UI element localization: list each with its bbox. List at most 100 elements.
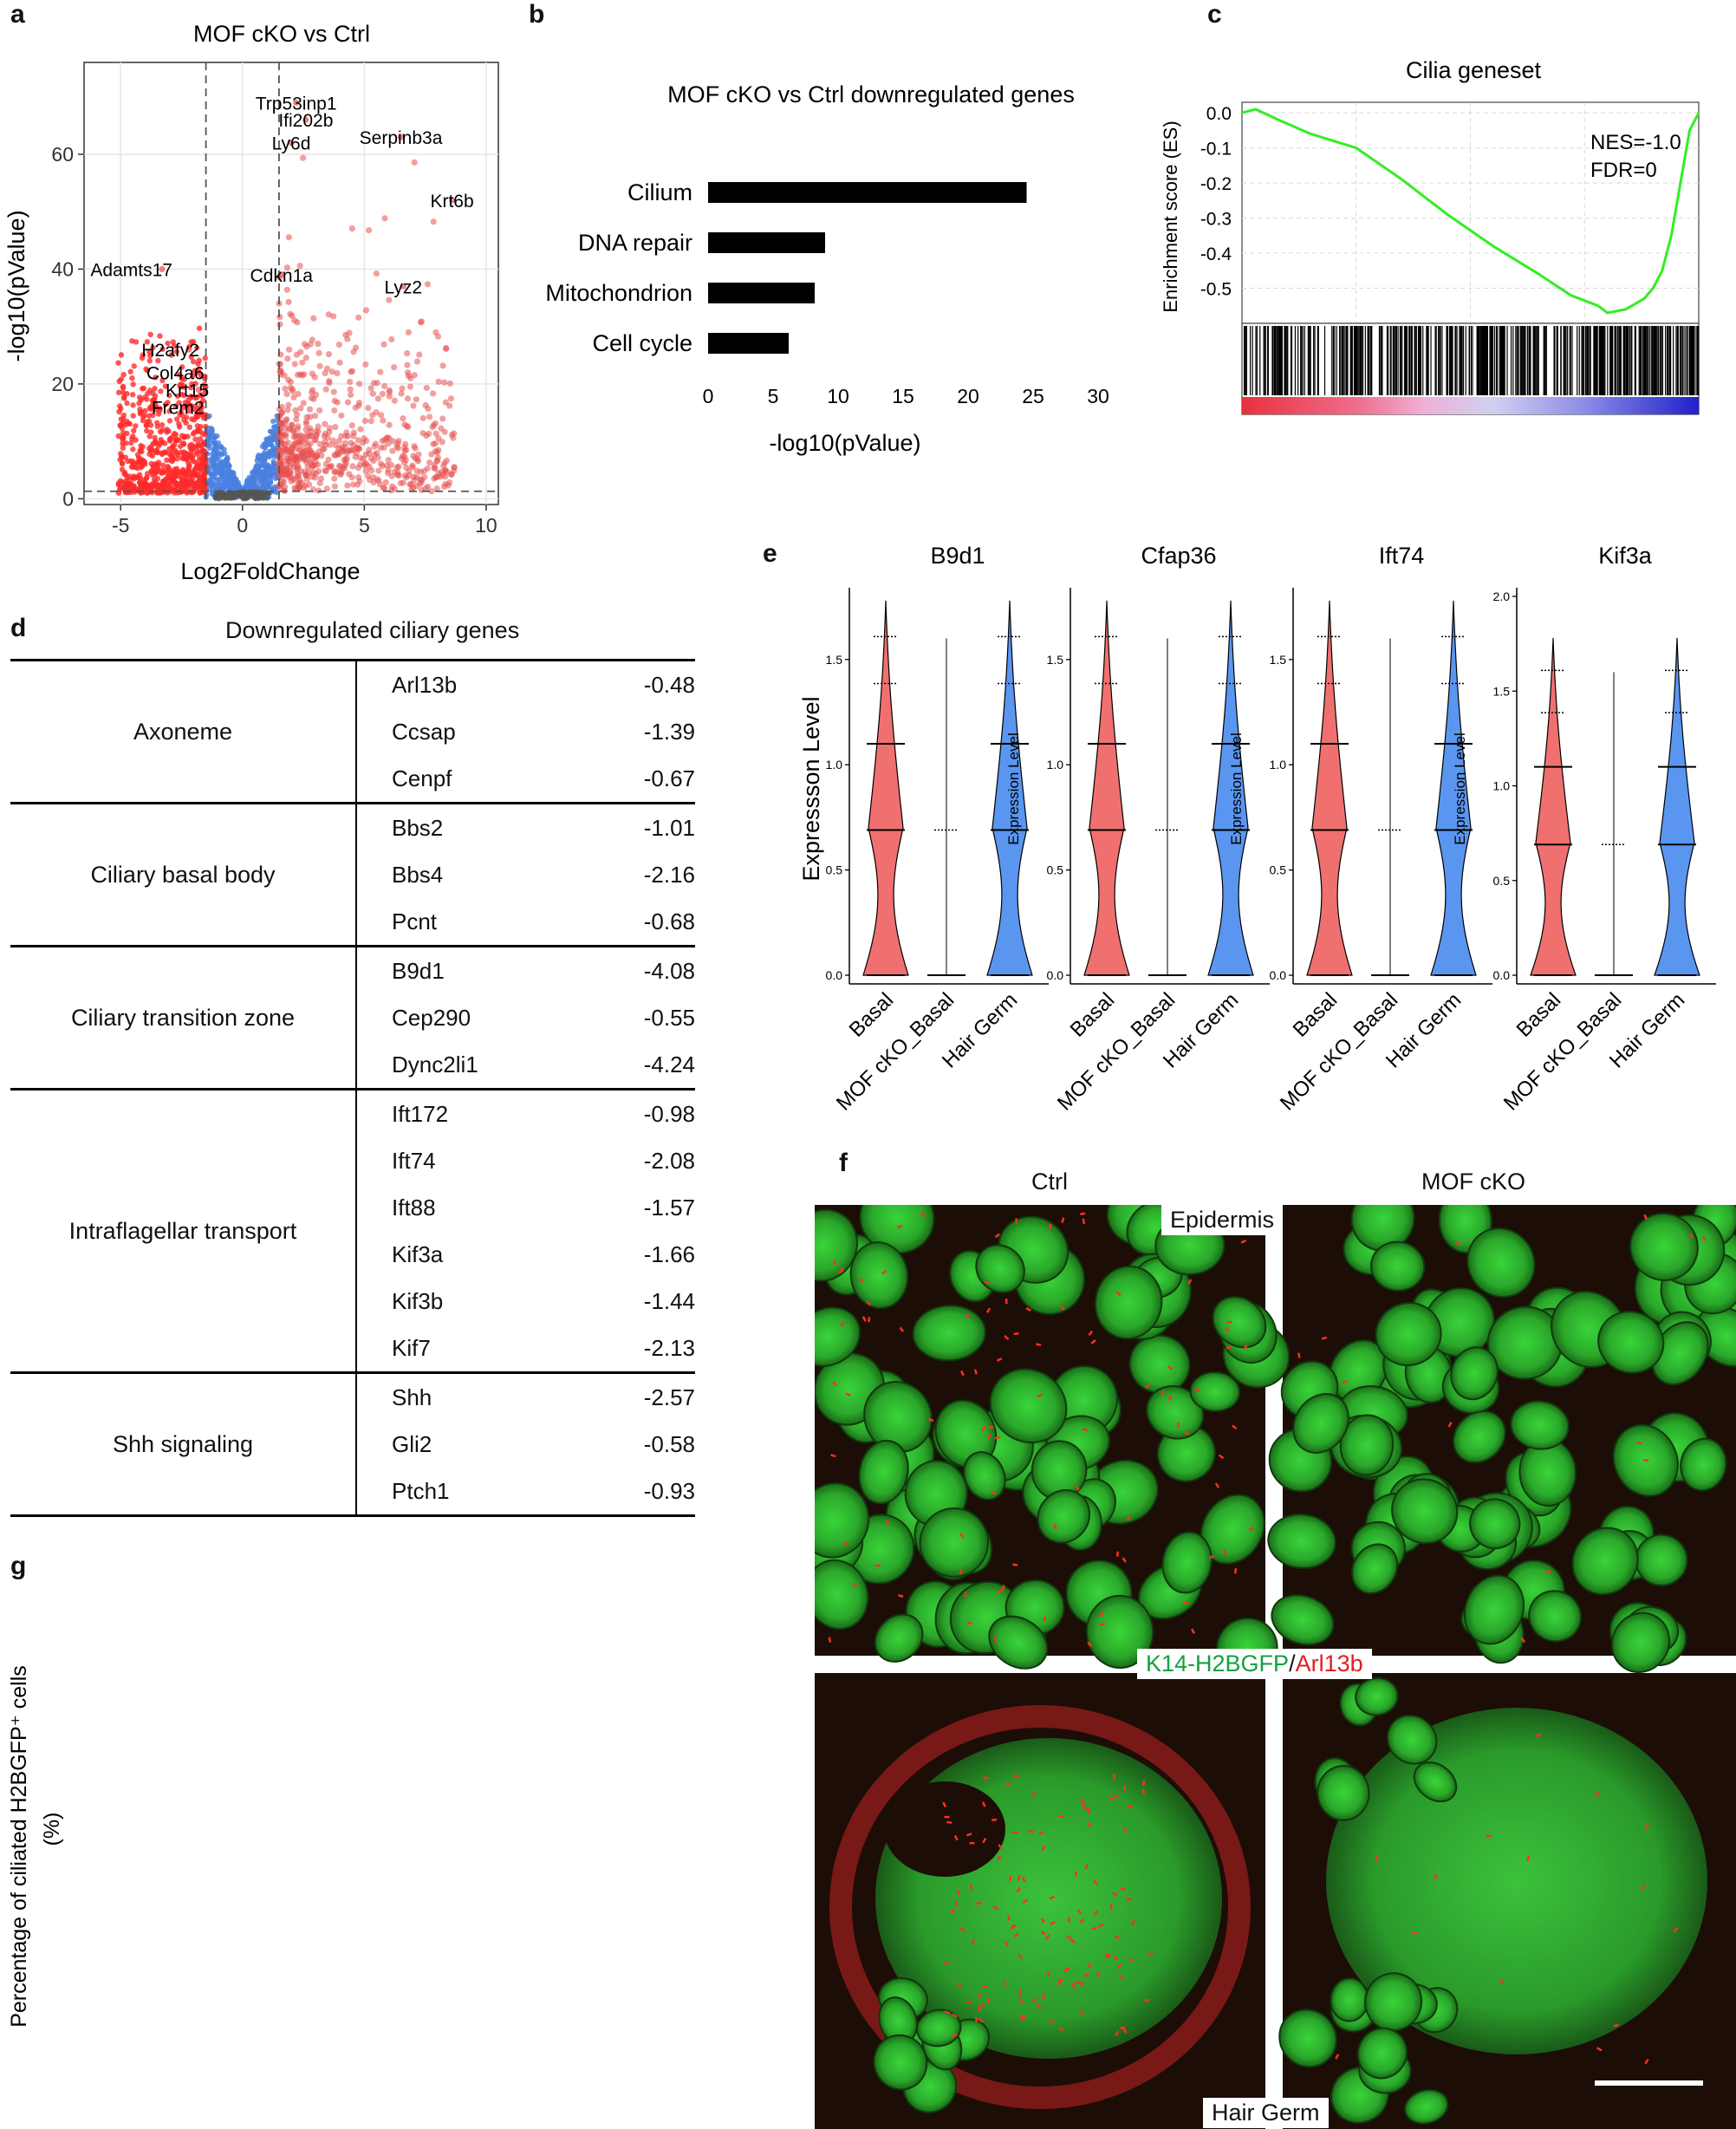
volcano-xtick-label: 5 bbox=[359, 514, 370, 537]
volcano-point bbox=[299, 359, 306, 366]
violin-ytick-label: 0.5 bbox=[1270, 863, 1287, 877]
volcano-point bbox=[190, 403, 198, 411]
volcano-point bbox=[369, 390, 376, 397]
volcano-xlabel: Log2FoldChange bbox=[180, 558, 360, 584]
volcano-point bbox=[197, 428, 204, 434]
label-hairgerm: Hair Germ bbox=[1203, 2098, 1329, 2128]
micrograph-images bbox=[815, 1205, 1736, 2129]
volcano-point bbox=[158, 388, 164, 394]
volcano-point bbox=[146, 433, 153, 439]
go-bar-title: MOF cKO vs Ctrl downregulated genes bbox=[667, 81, 1075, 107]
cilium bbox=[1053, 1523, 1057, 1530]
volcano-point bbox=[183, 414, 190, 420]
volcano-point bbox=[157, 333, 163, 339]
cilium bbox=[998, 1588, 1004, 1593]
volcano-point bbox=[147, 422, 154, 428]
cilium bbox=[979, 2003, 985, 2008]
nucleus bbox=[1629, 1213, 1699, 1281]
table-category-row: Shh signaling Shh -2.57 Gli2 -0.58 Ptch1 -0.93 bbox=[10, 1371, 695, 1514]
volcano-point bbox=[254, 466, 260, 472]
cilium bbox=[986, 1433, 992, 1440]
table-gene-name: Dync2li1 bbox=[392, 1051, 478, 1078]
volcano-point bbox=[413, 467, 420, 474]
cilium bbox=[996, 1855, 1002, 1861]
nucleus bbox=[1413, 1761, 1458, 1803]
volcano-point bbox=[195, 361, 201, 367]
volcano-point bbox=[432, 430, 439, 437]
volcano-point bbox=[404, 361, 411, 368]
volcano-point bbox=[192, 444, 198, 451]
volcano-point bbox=[133, 339, 140, 345]
volcano-point bbox=[301, 371, 308, 378]
volcano-point bbox=[356, 446, 363, 452]
volcano-point bbox=[347, 378, 354, 386]
nucleus bbox=[1571, 1527, 1639, 1596]
volcano-point bbox=[374, 395, 381, 402]
violin-ytick-label: 1.0 bbox=[826, 758, 843, 772]
cilium bbox=[1012, 1563, 1018, 1566]
cilium bbox=[1116, 1963, 1122, 1969]
volcano-point bbox=[419, 414, 426, 421]
volcano-point bbox=[349, 463, 356, 470]
table-gene-value: -1.66 bbox=[643, 1240, 695, 1267]
volcano-point bbox=[194, 394, 200, 400]
volcano-point bbox=[284, 407, 291, 413]
volcano-thresholds bbox=[84, 62, 498, 505]
cilium bbox=[981, 1425, 986, 1432]
volcano-point bbox=[276, 321, 283, 328]
volcano-point bbox=[225, 468, 231, 474]
volcano-point bbox=[146, 446, 153, 452]
volcano-point bbox=[326, 380, 333, 387]
cilium bbox=[972, 1938, 975, 1944]
volcano-point bbox=[302, 436, 309, 444]
cilium bbox=[1058, 1815, 1064, 1819]
cilium bbox=[852, 1582, 858, 1588]
volcano-point bbox=[198, 393, 205, 399]
volcano-point bbox=[371, 452, 378, 459]
volcano-point bbox=[367, 385, 374, 392]
volcano-point bbox=[348, 474, 355, 481]
cilium bbox=[1018, 1954, 1024, 1960]
nucleus bbox=[989, 1368, 1068, 1444]
volcano-gene-label: Trp53inp1 bbox=[256, 94, 337, 114]
volcano-point bbox=[224, 454, 231, 460]
table-category-name: Ciliary basal body bbox=[10, 804, 357, 945]
go-bar-chart: MOF cKO vs Ctrl downregulated genes Cili… bbox=[545, 81, 1109, 456]
volcano-point bbox=[278, 271, 285, 278]
volcano-point bbox=[231, 475, 237, 481]
volcano-point bbox=[150, 344, 156, 351]
violin-ytick-label: 1.0 bbox=[1047, 758, 1064, 772]
volcano-point bbox=[293, 351, 300, 358]
nucleus bbox=[1189, 1371, 1241, 1412]
cilium bbox=[1240, 1239, 1247, 1244]
table-gene-row: Pcnt -0.68 bbox=[357, 898, 695, 945]
volcano-point bbox=[315, 341, 322, 348]
go-xtick-label: 30 bbox=[1087, 385, 1109, 407]
cilium bbox=[1061, 1217, 1065, 1223]
volcano-point bbox=[419, 430, 426, 437]
volcano-point bbox=[310, 315, 317, 322]
volcano-point bbox=[389, 447, 396, 454]
table-category-row: Ciliary basal body Bbs2 -1.01 Bbs4 -2.16 Pcnt… bbox=[10, 802, 695, 945]
nucleus bbox=[815, 1559, 869, 1631]
volcano-point bbox=[140, 385, 147, 392]
volcano-points bbox=[115, 99, 458, 502]
volcano-point bbox=[158, 436, 164, 443]
volcano-point bbox=[164, 429, 170, 435]
cilium bbox=[1545, 1569, 1551, 1574]
nucleus bbox=[1463, 1574, 1525, 1645]
nucleus bbox=[1370, 1240, 1426, 1292]
volcano-point bbox=[391, 397, 398, 404]
volcano-point bbox=[426, 413, 433, 420]
volcano-point bbox=[152, 386, 158, 392]
nucleus bbox=[1350, 1205, 1415, 1252]
micrograph-panel: Ctrl MOF cKO Epidermis K14-H2BGFP/Arl13b… bbox=[815, 1169, 1736, 2129]
panel-letter-a: a bbox=[10, 0, 25, 29]
volcano-point bbox=[198, 424, 204, 430]
table-gene-list: Bbs2 -1.01 Bbs4 -2.16 Pcnt -0.68 bbox=[357, 804, 695, 945]
volcano-point bbox=[140, 413, 146, 420]
volcano-point bbox=[405, 372, 412, 380]
volcano-point bbox=[263, 465, 270, 471]
volcano-point bbox=[263, 440, 269, 446]
volcano-point bbox=[403, 464, 410, 472]
